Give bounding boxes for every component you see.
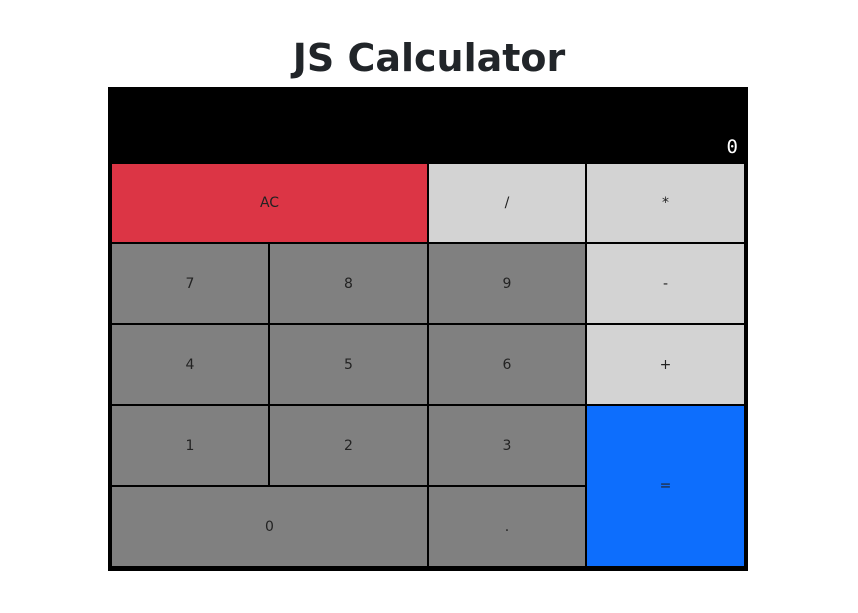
eight-button[interactable]: 8 [270, 244, 427, 323]
calculator: 0 AC / * 7 8 9 - 4 5 6 + 1 2 3 = 0 . [108, 87, 748, 571]
page-title: JS Calculator [292, 36, 566, 80]
one-button[interactable]: 1 [112, 406, 268, 485]
nine-button[interactable]: 9 [429, 244, 585, 323]
two-button[interactable]: 2 [270, 406, 427, 485]
add-button[interactable]: + [587, 325, 744, 404]
display-value: 0 [726, 136, 738, 158]
subtract-button[interactable]: - [587, 244, 744, 323]
three-button[interactable]: 3 [429, 406, 585, 485]
keypad: AC / * 7 8 9 - 4 5 6 + 1 2 3 = 0 . [112, 164, 744, 566]
equals-button[interactable]: = [587, 406, 744, 566]
decimal-button[interactable]: . [429, 487, 585, 566]
clear-button[interactable]: AC [112, 164, 427, 242]
five-button[interactable]: 5 [270, 325, 427, 404]
display: 0 [108, 87, 748, 164]
seven-button[interactable]: 7 [112, 244, 268, 323]
six-button[interactable]: 6 [429, 325, 585, 404]
four-button[interactable]: 4 [112, 325, 268, 404]
multiply-button[interactable]: * [587, 164, 744, 242]
zero-button[interactable]: 0 [112, 487, 427, 566]
divide-button[interactable]: / [429, 164, 585, 242]
